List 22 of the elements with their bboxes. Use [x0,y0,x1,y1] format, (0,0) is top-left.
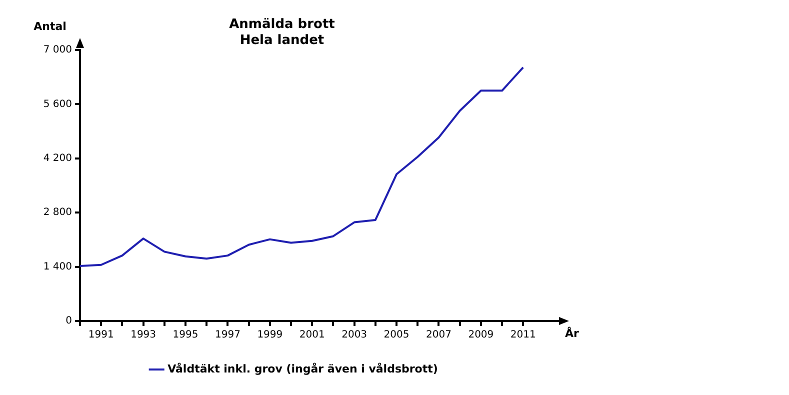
chart-subtitle: Hela landet [240,33,324,48]
y-tick-label: 5 600 [43,98,72,110]
x-tick-label: 2005 [384,330,410,341]
legend-label: Våldtäkt inkl. grov (ingår även i våldsbrott) [168,362,438,376]
x-tick-label: 1999 [257,330,283,341]
x-tick-label: 1993 [130,330,156,341]
x-tick-label: 1995 [172,330,198,341]
x-tick-label: 2011 [510,330,536,341]
y-axis-title: Antal [34,20,66,33]
y-tick-label: 4 200 [43,152,72,164]
x-tick-label: 2001 [299,330,325,341]
y-tick-label: 0 [66,316,72,327]
x-tick-label: 2003 [342,330,368,341]
x-tick-label: 1997 [214,330,240,341]
y-tick-label: 1 400 [43,261,72,272]
x-tick-label: 2009 [468,330,494,341]
chart-title: Anmälda brott [229,17,335,32]
x-tick-label: 1991 [88,330,114,341]
y-tick-label: 7 000 [43,44,72,56]
y-tick-label: 2 800 [43,207,72,218]
x-tick-label: 2007 [426,330,452,341]
x-axis-title: År [565,326,580,340]
